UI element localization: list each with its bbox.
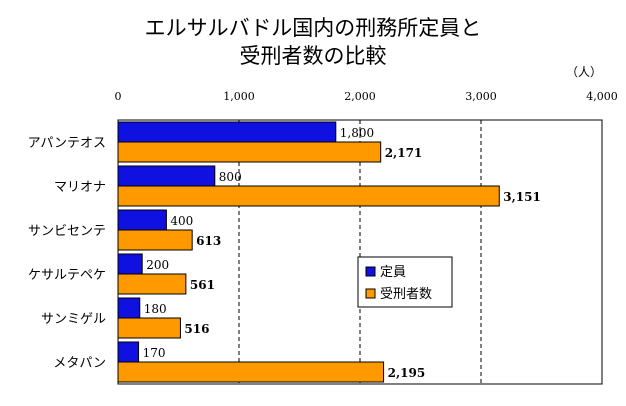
category-label: メタパン: [53, 356, 106, 371]
category-label: マリオナ: [54, 180, 106, 195]
legend-swatch-capacity: [365, 266, 376, 277]
chart-title-line-1: エルサルバドル国内の刑務所定員と: [144, 16, 482, 40]
bar-inmates: [117, 229, 193, 251]
legend-label-inmates: 受刑者数: [380, 287, 432, 302]
x-tick-label: 2,000: [344, 90, 376, 103]
bar-capacity: [117, 253, 143, 275]
data-label-inmates: 2,195: [388, 366, 426, 380]
bar-inmates: [117, 185, 500, 207]
data-label-inmates: 3,151: [503, 190, 541, 204]
chart-title: エルサルバドル国内の刑務所定員と 受刑者数の比較: [0, 14, 626, 70]
legend-swatch-inmates: [365, 288, 376, 299]
data-label-inmates: 613: [196, 234, 221, 248]
category-label: サンビセンテ: [28, 224, 106, 239]
grid-lines: [238, 120, 482, 384]
data-label-capacity: 170: [143, 346, 166, 360]
x-tick-label: 1,000: [223, 90, 255, 103]
bar-capacity: [117, 341, 140, 363]
data-label-inmates: 516: [184, 322, 209, 336]
data-label-inmates: 2,171: [385, 146, 423, 160]
x-tick-label: 3,000: [465, 90, 497, 103]
category-label: アパンテオス: [28, 136, 106, 151]
category-label: ケサルテペケ: [28, 268, 106, 283]
unit-label: （人）: [566, 65, 602, 79]
bar-inmates: [117, 141, 382, 163]
data-label-capacity: 1,800: [340, 126, 374, 140]
legend-label-capacity: 定員: [380, 265, 406, 280]
data-label-inmates: 561: [190, 278, 215, 292]
bar-capacity: [117, 209, 167, 231]
bars: [117, 121, 500, 383]
data-label-capacity: 400: [170, 214, 193, 228]
category-label: サンミゲル: [41, 312, 106, 327]
x-tick-label: 0: [115, 90, 122, 103]
x-axis-ticks: 0 1,000 2,000 3,000 4,000: [115, 90, 618, 103]
data-label-capacity: 180: [144, 302, 167, 316]
bar-capacity: [117, 121, 337, 143]
bar-inmates: [117, 361, 385, 383]
data-label-capacity: 800: [219, 170, 242, 184]
data-label-capacity: 200: [146, 258, 169, 272]
x-tick-label: 4,000: [586, 90, 618, 103]
bar-inmates: [117, 273, 187, 295]
chart-title-line-2: 受刑者数の比較: [239, 44, 387, 68]
plot-area-frame: [117, 119, 603, 385]
legend-box: [357, 256, 453, 308]
bar-capacity: [117, 297, 141, 319]
bar-inmates: [117, 317, 181, 339]
bar-capacity: [117, 165, 216, 187]
